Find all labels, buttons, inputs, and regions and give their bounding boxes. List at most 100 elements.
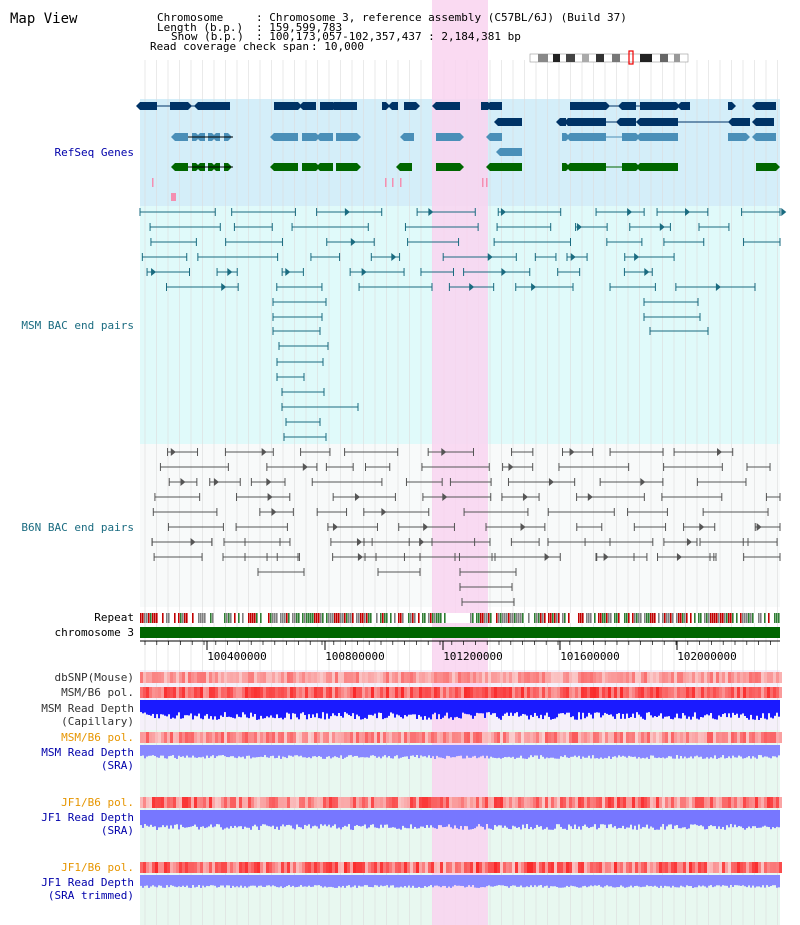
depth-bar: [404, 745, 406, 757]
depth-bar: [328, 810, 330, 825]
repeat-mark: [464, 613, 466, 623]
depth-bar: [262, 700, 264, 719]
depth-bar: [486, 745, 488, 756]
pol-cell: [461, 797, 464, 808]
repeat-mark: [484, 613, 486, 623]
depth-bar: [214, 875, 216, 886]
pol-cell: [218, 732, 221, 743]
depth-bar: [246, 700, 248, 718]
depth-bar: [618, 745, 620, 756]
repeat-mark: [530, 613, 532, 623]
pol-cell: [173, 732, 176, 743]
pol-cell: [725, 862, 728, 873]
depth-bar: [664, 810, 666, 830]
chromosome-ideogram[interactable]: [529, 50, 689, 65]
pol-cell: [770, 862, 773, 873]
pol-cell: [737, 687, 740, 698]
pol-cell: [194, 672, 197, 683]
pol-cell: [356, 797, 359, 808]
pol-cell: [563, 732, 566, 743]
depth-bar: [370, 700, 372, 715]
pol-cell: [767, 732, 770, 743]
depth-bar: [182, 810, 184, 828]
pol-cell: [536, 672, 539, 683]
depth-bar: [154, 700, 156, 719]
pol-cell: [653, 732, 656, 743]
pol-cell: [443, 732, 446, 743]
polymorphism-tracks[interactable]: [140, 672, 782, 873]
depth-bar: [764, 700, 766, 719]
pol-cell: [569, 672, 572, 683]
pol-cell: [371, 687, 374, 698]
depth-bar: [332, 745, 334, 758]
depth-bar: [564, 745, 566, 756]
gene-block: [498, 118, 522, 126]
repeat-mark: [336, 613, 338, 623]
pol-cell: [467, 672, 470, 683]
pol-cell: [671, 687, 674, 698]
read-depth-tracks[interactable]: [140, 700, 780, 888]
pol-cell: [668, 797, 671, 808]
pol-cell: [230, 797, 233, 808]
pol-cell: [641, 732, 644, 743]
depth-bar: [370, 875, 372, 887]
depth-bar: [220, 875, 222, 886]
depth-bar: [534, 875, 536, 886]
msm-bac-track[interactable]: [139, 208, 787, 441]
pol-cell: [752, 732, 755, 743]
pol-cell: [767, 687, 770, 698]
repeat-mark: [552, 613, 554, 623]
repeat-mark: [672, 613, 674, 623]
b6n-bac-track[interactable]: [151, 448, 800, 606]
pol-cell: [308, 672, 311, 683]
depth-bar: [214, 700, 216, 717]
pol-cell: [188, 687, 191, 698]
pol-cell: [764, 862, 767, 873]
depth-bar: [338, 700, 340, 714]
selected-region-highlight[interactable]: [432, 0, 488, 925]
repeat-mark: [320, 613, 322, 623]
repeat-mark: [472, 613, 474, 623]
depth-bar: [686, 700, 688, 719]
gene-block: [320, 163, 333, 171]
repeat-track[interactable]: [140, 613, 780, 623]
gene-arrow: [416, 102, 420, 110]
bac-arrow: [391, 253, 397, 261]
depth-bar: [336, 875, 338, 888]
pol-cell: [665, 862, 668, 873]
depth-bar: [424, 700, 426, 717]
depth-bar: [302, 810, 304, 830]
depth-bar: [454, 875, 456, 886]
depth-bar: [472, 745, 474, 757]
depth-bar: [310, 810, 312, 829]
msm-b6-pol-label: MSM/B6 pol.: [61, 686, 134, 699]
refseq-genes-track[interactable]: [136, 102, 780, 201]
depth-bar: [262, 810, 264, 825]
repeat-mark: [560, 613, 562, 623]
repeat-mark: [194, 613, 196, 623]
pol-cell: [656, 797, 659, 808]
repeat-mark: [608, 613, 610, 623]
pol-cell: [581, 732, 584, 743]
repeat-mark: [220, 613, 222, 623]
gene-tick: [392, 178, 394, 187]
repeat-mark: [668, 613, 670, 623]
depth-bar: [528, 745, 530, 758]
pol-cell: [407, 797, 410, 808]
depth-bar: [406, 745, 408, 757]
repeat-mark: [236, 613, 238, 623]
pol-cell: [428, 797, 431, 808]
chromosome-bar[interactable]: [140, 627, 780, 638]
depth-bar: [224, 745, 226, 757]
depth-bar: [680, 810, 682, 829]
depth-bar: [174, 875, 176, 887]
map-view-title: Map View: [10, 11, 78, 27]
depth-bar: [420, 810, 422, 827]
depth-bar: [588, 745, 590, 756]
pol-cell: [752, 797, 755, 808]
depth-bar: [244, 875, 246, 887]
pol-cell: [518, 672, 521, 683]
pol-cell: [248, 797, 251, 808]
depth-bar: [212, 745, 214, 756]
depth-bar: [772, 745, 774, 757]
